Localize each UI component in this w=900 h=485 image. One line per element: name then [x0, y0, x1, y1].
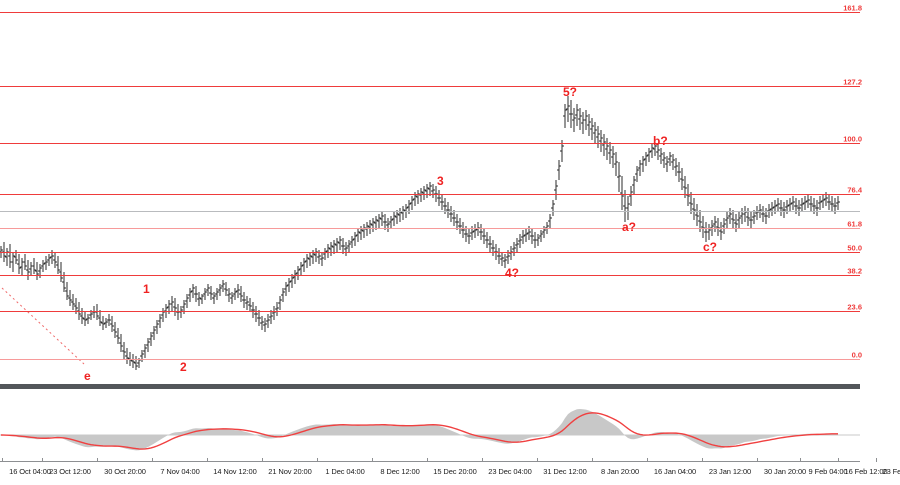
- price-scale[interactable]: 1.41751.40951.40151.39401.38601.37851.37…: [860, 0, 900, 485]
- price-series-svg: [0, 96, 840, 370]
- wave-label: 1: [143, 282, 150, 296]
- fibonacci-level-tag: 127.2: [843, 77, 862, 87]
- fibonacci-line: [0, 275, 860, 276]
- wave-label: e: [84, 369, 91, 383]
- time-axis[interactable]: 16 Oct 04:00 23 Oct 12:00 30 Oct 20:00 7 No…: [0, 458, 900, 485]
- time-tick-label: 15 Dec 20:00: [433, 467, 477, 476]
- time-tick-label: 16 Feb 12:00: [844, 467, 888, 476]
- fibonacci-line: [0, 228, 860, 229]
- time-tick-mark: [152, 458, 153, 462]
- fibonacci-line: [0, 86, 860, 87]
- time-tick-mark: [592, 458, 593, 462]
- fibonacci-level-tag: 23.6: [847, 302, 862, 312]
- time-tick-label: 7 Nov 04:00: [160, 467, 200, 476]
- time-tick-mark: [317, 458, 318, 462]
- time-tick-label: 30 Oct 20:00: [104, 467, 146, 476]
- time-tick-label: 23 Jan 12:00: [708, 467, 752, 476]
- wave-label: 2: [180, 360, 187, 374]
- ohlc-bars-group: [0, 96, 840, 370]
- current-price-line: [0, 211, 860, 212]
- pane-divider: [0, 384, 860, 389]
- descending-trendline: [1, 287, 85, 365]
- time-tick-label: 16 Jan 04:00: [653, 467, 697, 476]
- time-tick-label: 21 Nov 20:00: [268, 467, 312, 476]
- price-chart-pane[interactable]: e 1 2 3 4? 5? a? b? c?: [0, 0, 860, 385]
- macd-histogram-area: [1, 409, 838, 451]
- fibonacci-level-tag: 100.0: [843, 134, 862, 144]
- fibonacci-level-tag: 76.4: [847, 185, 862, 195]
- time-tick-mark: [647, 458, 648, 462]
- time-tick-label: 23 Dec 04:00: [488, 467, 532, 476]
- time-tick-label: 9 Feb 04:00: [808, 467, 848, 476]
- time-tick-mark: [427, 458, 428, 462]
- time-tick-mark: [838, 458, 839, 462]
- time-tick-label: 23 Oct 12:00: [49, 467, 91, 476]
- time-tick-mark: [800, 458, 801, 462]
- time-tick-mark: [207, 458, 208, 462]
- time-tick-mark: [262, 458, 263, 462]
- wave-label: 3: [437, 174, 444, 188]
- time-tick-mark: [2, 458, 3, 462]
- fibonacci-line: [0, 194, 860, 195]
- fibonacci-line: [0, 311, 860, 312]
- axis-bottom-rule: [0, 461, 900, 462]
- wave-label: 4?: [505, 266, 520, 280]
- time-tick-label: 31 Dec 12:00: [543, 467, 587, 476]
- time-tick-label: 30 Jan 20:00: [763, 467, 807, 476]
- fibonacci-level-tag: 61.8: [847, 219, 862, 229]
- time-tick-mark: [97, 458, 98, 462]
- time-tick-label: 14 Nov 12:00: [213, 467, 257, 476]
- fibonacci-line: [0, 143, 860, 144]
- wave-label: c?: [703, 240, 718, 254]
- fibonacci-line: [0, 252, 860, 253]
- macd-indicator-pane[interactable]: [0, 390, 860, 460]
- time-tick-label: 1 Dec 04:00: [325, 467, 365, 476]
- macd-svg: [0, 409, 860, 451]
- time-tick-label: 8 Dec 12:00: [380, 467, 420, 476]
- wave-label: 5?: [563, 85, 578, 99]
- time-tick-label: 8 Jan 20:00: [600, 467, 640, 476]
- fibonacci-level-tag: 38.2: [847, 266, 862, 276]
- wave-label: a?: [622, 220, 637, 234]
- fibonacci-line: [0, 359, 860, 360]
- wave-label: b?: [653, 134, 668, 148]
- fibonacci-level-tag: 161.8: [843, 3, 862, 13]
- fibonacci-line: [0, 12, 860, 13]
- fibonacci-level-tag: 0.0: [851, 350, 862, 360]
- time-tick-label: 23 Feb 20:00: [882, 467, 900, 476]
- time-tick-mark: [482, 458, 483, 462]
- time-tick-mark: [537, 458, 538, 462]
- fibonacci-level-tag: 50.0: [847, 243, 862, 253]
- time-tick-label: 16 Oct 04:00: [9, 467, 51, 476]
- time-tick-mark: [876, 458, 877, 462]
- time-tick-mark: [372, 458, 373, 462]
- time-tick-mark: [42, 458, 43, 462]
- time-tick-mark: [702, 458, 703, 462]
- macd-signal-line: [0, 412, 839, 450]
- time-tick-mark: [757, 458, 758, 462]
